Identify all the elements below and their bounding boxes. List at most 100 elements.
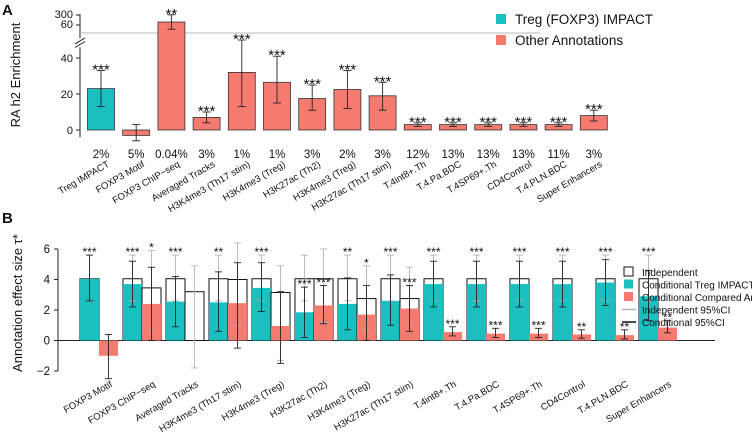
panel-b-significance: ** (663, 311, 673, 325)
panel-a-percent-label: 3% (374, 149, 391, 161)
panel-b-legend-label: Conditional 95%CI (642, 318, 725, 329)
panel-b-significance: *** (254, 245, 268, 259)
panel-b-legend-swatch (624, 292, 633, 301)
panel-b-tick-label: −2 (37, 366, 50, 378)
panel-a-percent-label: 12% (406, 149, 429, 161)
panel-a-percent-label: 11% (548, 149, 570, 161)
panel-a-bar (157, 21, 186, 131)
panel-a-significance: *** (268, 47, 286, 64)
panel-b-tick-label: 4 (44, 275, 51, 287)
panel-a-legend-label: Treg (FOXP3) IMPACT (515, 12, 653, 27)
panel-a-significance: *** (444, 114, 462, 131)
panel-b-bar-conditional-treg (252, 287, 271, 341)
panel-a-percent-label: 1% (233, 149, 250, 161)
panel-b-bar-conditional-treg (123, 284, 142, 341)
panel-a-percent-label: 13% (512, 149, 535, 161)
panel-a-ylabel: RA h2 Enrichment (8, 22, 23, 127)
panel-a-bars: ************************** *** *** *** *****… (87, 6, 608, 142)
panel-b-label: B (2, 210, 13, 227)
panel-a-significance: *** (515, 114, 533, 131)
panel-b-significance: *** (641, 245, 655, 259)
panel-b-category-label: H3K4me3 (Th17 stim) (158, 379, 244, 434)
panel-b-bar-conditional-treg (467, 284, 486, 341)
panel-b-category-label: H3K27ac (Th17 stim) (332, 379, 415, 433)
panel-a-percent-label: 3% (304, 149, 321, 161)
panel-b-tick-label: 0 (44, 336, 50, 348)
panel-a-tick-label: 60 (61, 19, 73, 31)
panel-b-significance: *** (297, 277, 311, 291)
panel-a-significance: *** (92, 62, 110, 79)
panel-a-percent-label: 3% (198, 149, 215, 161)
panel-a-significance: *** (339, 62, 357, 79)
panel-b-legend-label: Conditional Compared Annotation (642, 293, 752, 304)
panel-a-tick-label: 40 (61, 53, 73, 65)
panel-b-tick-label: 2 (44, 305, 50, 317)
panel-a-significance: *** (479, 114, 497, 131)
panel-b-legend-swatch (624, 279, 633, 289)
panel-b-category-label: T.4int8+.Th (412, 379, 458, 412)
panel-b-significance: *** (316, 276, 330, 290)
panel-a-significance: *** (303, 76, 321, 93)
panel-a-percent-label: 2% (339, 149, 356, 161)
panel-b-significance: ** (343, 245, 353, 259)
panel-b-bars: *** *** * *** ** ****************************… (79, 241, 677, 380)
panel-b-significance: *** (598, 245, 612, 259)
panel-a-significance: *** (550, 114, 568, 131)
panel-b-significance: *** (488, 318, 502, 332)
panel-a-legend-swatch (496, 14, 506, 24)
panel-b-ylabel: Annotation effect size τ* (10, 234, 25, 372)
panel-a-legend: Treg (FOXP3) IMPACT Other Annotations (496, 12, 653, 48)
panel-a-axis-break (74, 41, 86, 48)
panel-b-tick-label: 6 (44, 244, 50, 256)
panel-a-percent-label: 13% (441, 149, 464, 161)
panel-b-bar-conditional-treg (80, 278, 99, 341)
panel-a-legend-swatch (496, 35, 506, 45)
panel-a-tick-label: 20 (61, 89, 73, 101)
panel-b-significance: ** (214, 245, 224, 259)
panel-a-bar (368, 95, 397, 131)
panel-a-significance: *** (585, 101, 603, 118)
panel-a-significance: *** (409, 114, 427, 131)
panel-a-percent-label: 0.04% (155, 149, 188, 161)
panel-a-significance: ** (166, 6, 178, 23)
panel-b-legend-label: Conditional Treg IMPACT (642, 281, 752, 292)
panel-b-significance: *** (512, 245, 526, 259)
panel-b-significance: *** (445, 317, 459, 331)
panel-a-axis-break (74, 37, 86, 45)
panel-b-significance: * (364, 256, 369, 270)
panel-a-bar (298, 98, 327, 131)
panel-b-bar-conditional-treg (596, 282, 615, 341)
panel-b-legend-label: Independent 95%CI (642, 306, 730, 317)
panel-a-significance: *** (233, 31, 251, 48)
panel-a-legend-label: Other Annotations (515, 33, 623, 48)
panel-a-percent-label: 3% (585, 149, 602, 161)
panel-a-percent-label: 2% (93, 149, 110, 161)
panel-b-legend-swatch (623, 266, 634, 277)
panel-b-significance: *** (426, 245, 440, 259)
panel-b-legend-label: Independent (642, 268, 698, 279)
panel-a-significance: *** (198, 103, 216, 120)
panel-a-percent-label: 5% (128, 149, 145, 161)
panel-b-significance: *** (125, 245, 139, 259)
panel-b-bar-conditional-treg (424, 284, 443, 341)
panel-b-significance: *** (555, 245, 569, 259)
panel-b-bar-conditional-compared (658, 327, 677, 341)
panel-a-significance: *** (374, 73, 392, 90)
panel-b-significance: ** (620, 320, 630, 334)
panel-b-significance: *** (168, 245, 182, 259)
panel-b-significance: *** (531, 318, 545, 332)
panel-b-significance: * (149, 241, 154, 255)
panel-a-tick-label: 0 (67, 125, 73, 137)
panel-b-significance: *** (383, 245, 397, 259)
panel-b-significance: *** (402, 276, 416, 290)
panel-b-significance: ** (577, 320, 587, 334)
panel-b-bar-conditional-treg (510, 284, 529, 341)
panel-a-label: A (2, 2, 13, 19)
panel-b-significance: *** (469, 245, 483, 259)
panel-a-percent-label: 13% (477, 149, 500, 161)
panel-b-significance: *** (82, 245, 96, 259)
